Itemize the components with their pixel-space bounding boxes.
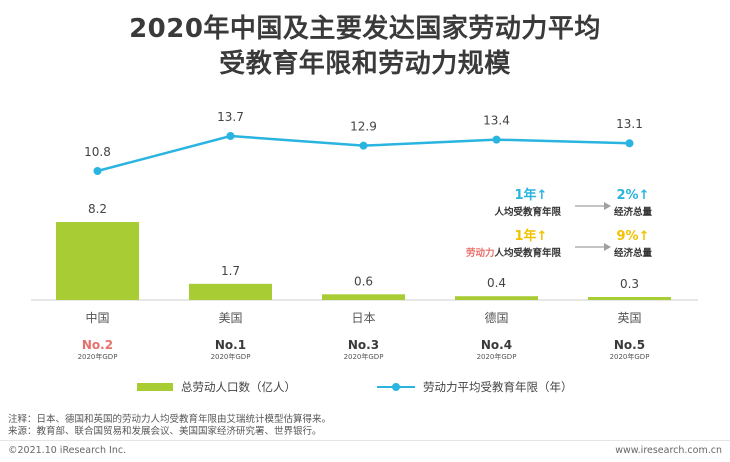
bar-value-label-4: 0.3 xyxy=(620,277,639,291)
annotation-1-prefix: 劳动力 xyxy=(466,247,495,259)
category-label-4: 英国 xyxy=(617,311,641,325)
line-point-4 xyxy=(625,139,634,148)
annotation-1-right-label: 经济总量 xyxy=(614,247,653,259)
note-2: 来源：教育部、联合国贸易和发展会议、美国国家经济研究署、世界银行。 xyxy=(8,426,322,437)
bar-4 xyxy=(588,297,671,300)
bar-value-label-1: 1.7 xyxy=(221,264,240,278)
line-value-label-4: 13.1 xyxy=(616,117,643,131)
rank-caption-1: 2020年GDP xyxy=(211,352,251,361)
annotation-0-arrow-head xyxy=(604,202,611,210)
legend-bar-swatch xyxy=(137,383,173,391)
line-point-0 xyxy=(93,167,102,175)
rank-label-2: No.3 xyxy=(348,338,379,352)
bar-0 xyxy=(56,222,139,300)
chart-title-line-1: 2020年中国及主要发达国家劳动力平均 xyxy=(129,14,601,44)
annotation-0-right-label: 经济总量 xyxy=(614,206,653,218)
rank-caption-2: 2020年GDP xyxy=(344,352,384,361)
rank-caption-3: 2020年GDP xyxy=(477,352,517,361)
annotation-1-left-value: 1年↑ xyxy=(515,228,548,244)
rank-label-1: No.1 xyxy=(215,338,246,352)
annotation-1-right-value: 9%↑ xyxy=(617,229,650,244)
rank-label-0: No.2 xyxy=(82,338,113,352)
bar-2 xyxy=(322,294,405,300)
category-label-1: 美国 xyxy=(218,311,242,325)
line-value-label-0: 10.8 xyxy=(84,145,111,159)
rank-caption-4: 2020年GDP xyxy=(610,352,650,361)
line-value-label-1: 13.7 xyxy=(217,110,244,124)
legend-line-label: 劳动力平均受教育年限（年） xyxy=(423,380,573,394)
legend-bar-label: 总劳动人口数（亿人） xyxy=(181,380,296,394)
line-value-label-3: 13.4 xyxy=(483,114,510,128)
annotation-1-label-text: 人均受教育年限 xyxy=(494,247,561,259)
annotation-0-left-label: 人均受教育年限 xyxy=(494,206,561,218)
line-value-label-2: 12.9 xyxy=(350,120,377,134)
bar-value-label-0: 8.2 xyxy=(88,202,107,216)
bar-value-label-2: 0.6 xyxy=(354,274,373,288)
annotation-0-left-value: 1年↑ xyxy=(515,187,548,203)
chart: 8.2 1.7 0.6 0.4 0.3 10.8 13.7 12.9 13.4 13.1 中国 No.… xyxy=(31,110,698,394)
bar-1 xyxy=(189,283,272,300)
line-point-2 xyxy=(359,141,368,150)
annotation-1-left-label: 劳动力人均受教育年限 xyxy=(466,247,562,259)
legend-line-marker xyxy=(392,383,400,391)
copyright: ©2021.10 iResearch Inc. xyxy=(8,445,127,456)
annotation-0-right-value: 2%↑ xyxy=(617,188,650,203)
rank-label-4: No.5 xyxy=(614,338,645,352)
bar-value-label-3: 0.4 xyxy=(487,276,506,290)
annotation-1-arrow-head xyxy=(604,243,611,251)
footer-divider xyxy=(0,440,730,441)
category-label-0: 中国 xyxy=(85,310,109,325)
line-series xyxy=(97,134,630,173)
note-1: 注释：日本、德国和英国的劳动力人均受教育年限由艾瑞统计模型估算得来。 xyxy=(8,414,332,425)
bar-3 xyxy=(455,296,538,300)
chart-title-line-2: 受教育年限和劳动力规模 xyxy=(219,49,511,79)
category-label-3: 德国 xyxy=(484,310,508,325)
notes: 注释：日本、德国和英国的劳动力人均受教育年限由艾瑞统计模型估算得来。 来源：教育… xyxy=(8,414,331,438)
website: www.iresearch.com.cn xyxy=(615,445,722,456)
line-point-1 xyxy=(226,132,235,140)
rank-caption-0: 2020年GDP xyxy=(78,352,118,361)
category-label-2: 日本 xyxy=(351,311,375,325)
rank-label-3: No.4 xyxy=(481,338,512,352)
annotation-0-label-text: 人均受教育年限 xyxy=(494,206,561,218)
line-point-3 xyxy=(492,135,501,144)
